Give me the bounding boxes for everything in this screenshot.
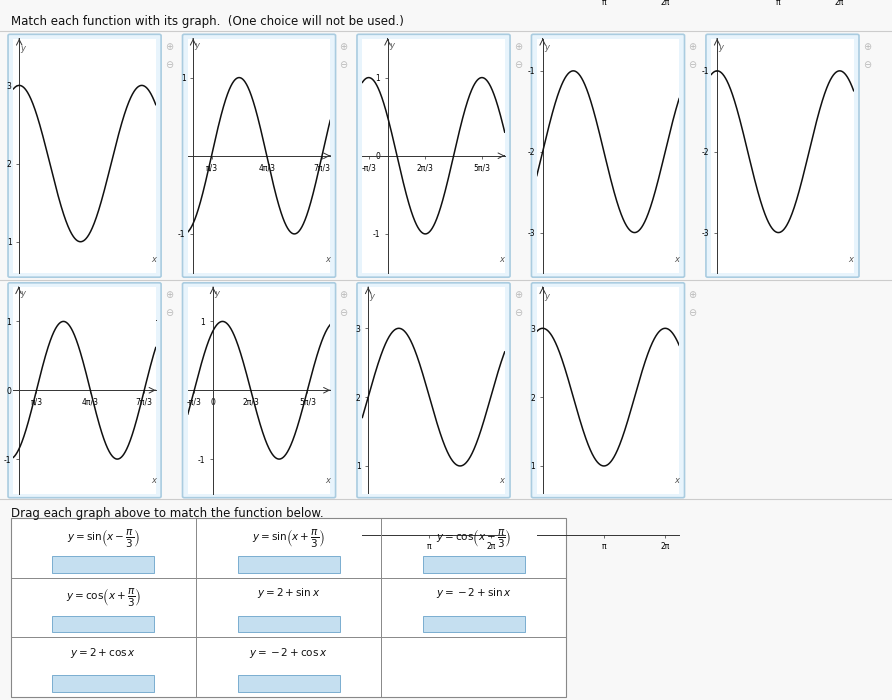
Text: ⊕: ⊕ bbox=[165, 42, 173, 52]
Text: ⊖: ⊖ bbox=[689, 60, 697, 69]
Text: x: x bbox=[326, 255, 330, 264]
Text: Drag each graph above to match the function below.: Drag each graph above to match the funct… bbox=[11, 508, 323, 521]
Text: $y=\cos\!\left(x+\dfrac{\pi}{3}\right)$: $y=\cos\!\left(x+\dfrac{\pi}{3}\right)$ bbox=[66, 587, 141, 608]
Text: ⊕: ⊕ bbox=[165, 290, 173, 300]
Text: x: x bbox=[848, 255, 854, 264]
Text: $y=-2+\cos x$: $y=-2+\cos x$ bbox=[249, 646, 328, 660]
Text: y: y bbox=[389, 41, 394, 50]
Text: ⊕: ⊕ bbox=[514, 42, 522, 52]
Text: ⊖: ⊖ bbox=[863, 60, 871, 69]
Text: x: x bbox=[500, 476, 505, 485]
Text: ⊕: ⊕ bbox=[689, 42, 697, 52]
Text: x: x bbox=[674, 476, 679, 485]
Text: x: x bbox=[674, 255, 679, 264]
Text: ⊖: ⊖ bbox=[514, 60, 522, 69]
Text: $y=2+\cos x$: $y=2+\cos x$ bbox=[70, 646, 136, 660]
Text: $y=2+\sin x$: $y=2+\sin x$ bbox=[257, 587, 320, 601]
Text: ⊖: ⊖ bbox=[689, 308, 697, 318]
Text: ⊕: ⊕ bbox=[340, 42, 348, 52]
Text: $y=-2+\sin x$: $y=-2+\sin x$ bbox=[436, 587, 512, 601]
Text: x: x bbox=[500, 255, 505, 264]
Text: $y=\sin\!\left(x+\dfrac{\pi}{3}\right)$: $y=\sin\!\left(x+\dfrac{\pi}{3}\right)$ bbox=[252, 527, 325, 549]
Text: y: y bbox=[214, 289, 219, 298]
Text: ⊕: ⊕ bbox=[514, 290, 522, 300]
Text: ⊕: ⊕ bbox=[340, 290, 348, 300]
Text: y: y bbox=[194, 41, 200, 50]
Text: ⊖: ⊖ bbox=[165, 60, 173, 69]
Text: ⊕: ⊕ bbox=[863, 42, 871, 52]
Text: x: x bbox=[151, 255, 156, 264]
Text: y: y bbox=[544, 43, 549, 52]
Text: ⊖: ⊖ bbox=[340, 60, 348, 69]
Text: y: y bbox=[369, 292, 375, 301]
Text: x: x bbox=[151, 476, 156, 485]
Text: y: y bbox=[20, 289, 25, 298]
Text: x: x bbox=[326, 476, 330, 485]
Text: ⊕: ⊕ bbox=[689, 290, 697, 300]
Text: y: y bbox=[719, 43, 723, 52]
Text: ⊖: ⊖ bbox=[340, 308, 348, 318]
Text: ⊖: ⊖ bbox=[514, 308, 522, 318]
Text: ⊖: ⊖ bbox=[165, 308, 173, 318]
Text: $y=\cos\!\left(x-\dfrac{\pi}{3}\right)$: $y=\cos\!\left(x-\dfrac{\pi}{3}\right)$ bbox=[436, 527, 511, 549]
Text: Match each function with its graph.  (One choice will not be used.): Match each function with its graph. (One… bbox=[11, 15, 403, 29]
Text: y: y bbox=[544, 292, 549, 301]
Text: y: y bbox=[21, 44, 26, 53]
Text: $y=\sin\!\left(x-\dfrac{\pi}{3}\right)$: $y=\sin\!\left(x-\dfrac{\pi}{3}\right)$ bbox=[67, 527, 140, 549]
